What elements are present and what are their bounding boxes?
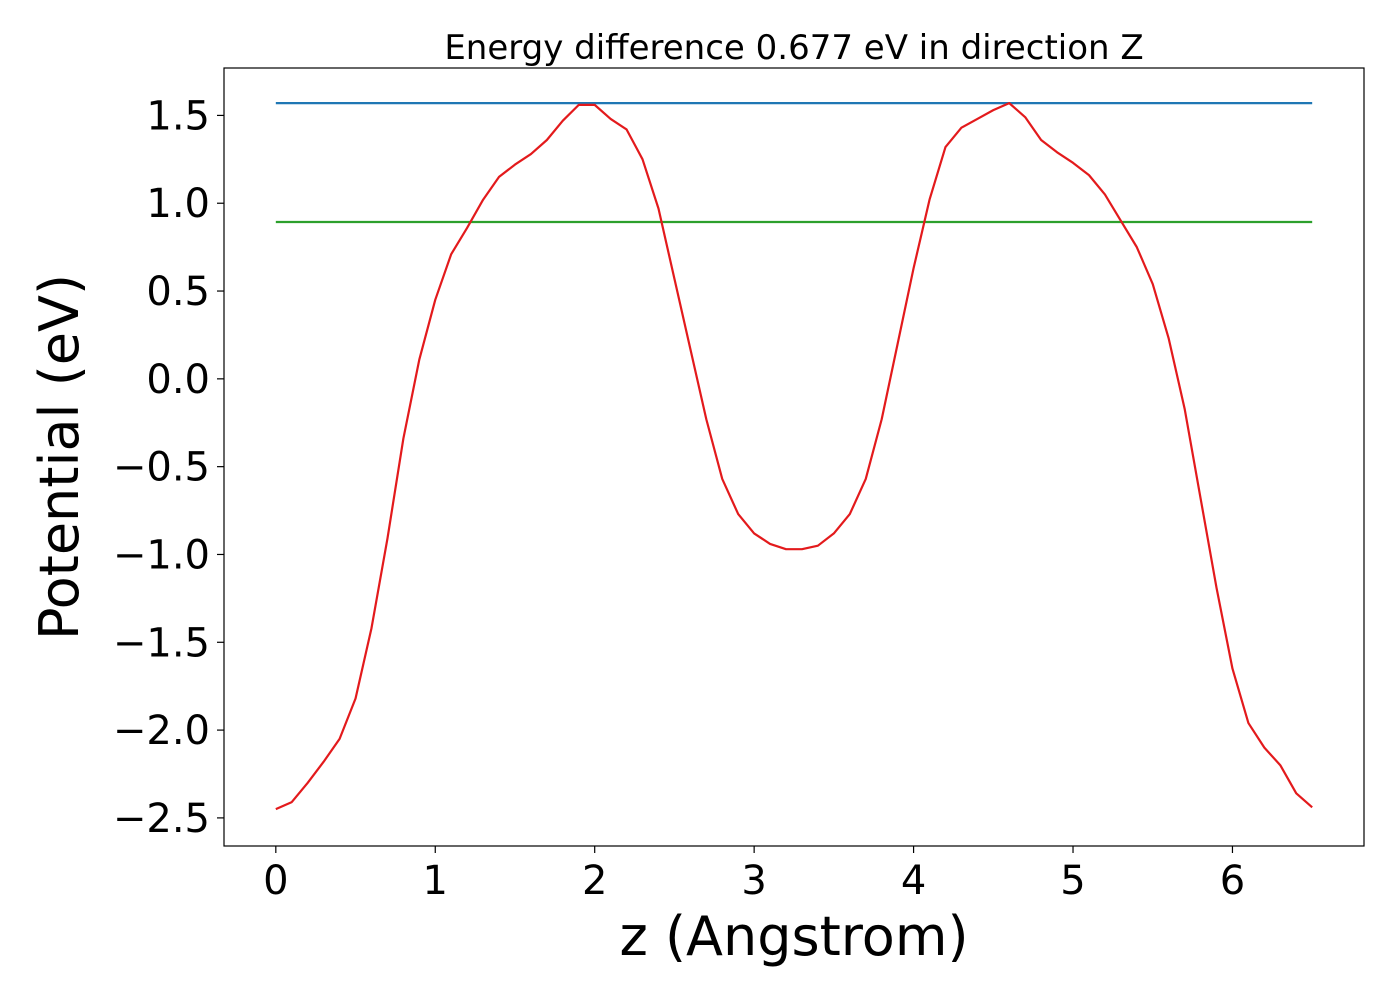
- x-tick-label: 0: [263, 858, 288, 904]
- x-axis-label: z (Angstrom): [619, 905, 968, 968]
- y-tick-label: −2.0: [113, 708, 210, 754]
- x-tick-label: 3: [741, 858, 766, 904]
- x-tick-label: 5: [1060, 858, 1085, 904]
- x-tick-label: 4: [901, 858, 926, 904]
- y-tick-label: −2.5: [113, 796, 210, 842]
- y-tick-label: 0.0: [146, 357, 210, 403]
- y-tick-label: −1.0: [113, 532, 210, 578]
- y-tick-label: −1.5: [113, 620, 210, 666]
- y-tick-label: 0.5: [146, 269, 210, 315]
- x-tick-label: 1: [423, 858, 448, 904]
- y-tick-label: 1.0: [146, 181, 210, 227]
- y-axis-label: Potential (eV): [28, 274, 91, 640]
- chart-title: Energy difference 0.677 eV in direction …: [444, 28, 1143, 68]
- x-tick-label: 2: [582, 858, 607, 904]
- x-tick-label: 6: [1220, 858, 1245, 904]
- line-series: [275, 102, 1313, 811]
- y-tick-label: 1.5: [146, 93, 210, 139]
- y-tick-label: −0.5: [113, 445, 210, 491]
- plot-frame: [223, 67, 1365, 847]
